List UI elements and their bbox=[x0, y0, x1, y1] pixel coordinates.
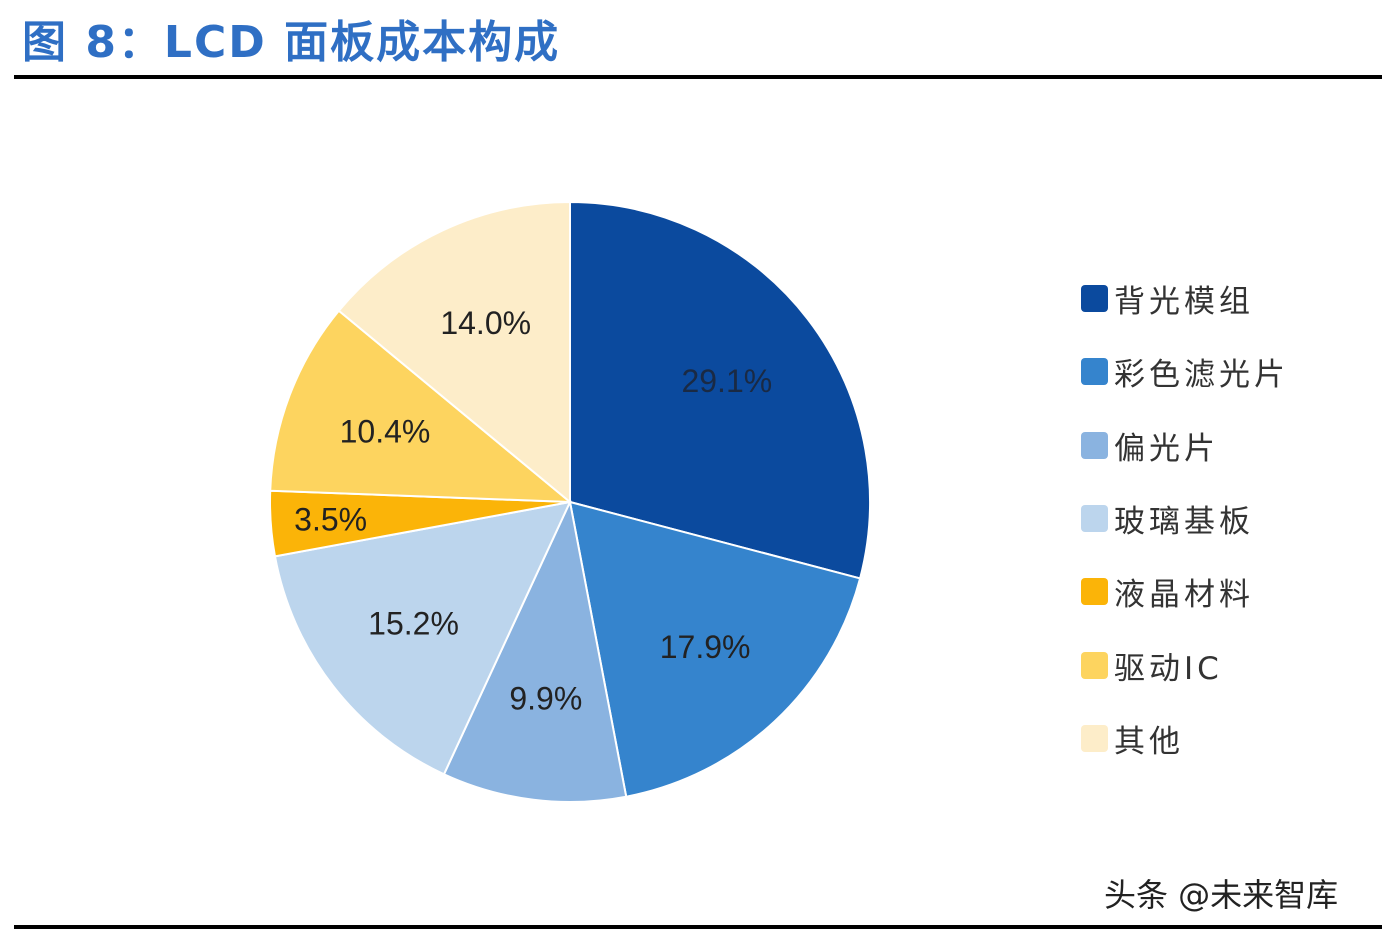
figure-title: 图 8：LCD 面板成本构成 bbox=[22, 17, 561, 68]
legend-swatch bbox=[1081, 285, 1108, 313]
watermark: 头条 @未来智库 bbox=[1104, 876, 1339, 914]
legend-label: 偏光片 bbox=[1114, 430, 1219, 467]
data-label: 14.0% bbox=[440, 305, 531, 341]
data-label: 17.9% bbox=[660, 629, 751, 665]
legend-swatch bbox=[1081, 578, 1108, 606]
pie-slice-0 bbox=[569, 200, 871, 580]
legend-label: 彩色滤光片 bbox=[1114, 357, 1289, 394]
legend-item: 背光模组 bbox=[1081, 262, 1289, 335]
legend-swatch bbox=[1081, 358, 1108, 386]
legend-label: 驱动IC bbox=[1114, 650, 1223, 687]
data-label: 29.1% bbox=[681, 363, 772, 399]
bottom-rule bbox=[14, 925, 1382, 929]
data-label: 3.5% bbox=[294, 501, 367, 537]
pie-slice-5 bbox=[269, 309, 573, 504]
pie-slice-3 bbox=[273, 500, 572, 776]
data-label: 9.9% bbox=[509, 681, 582, 717]
legend-item: 液晶材料 bbox=[1081, 555, 1289, 628]
legend: 背光模组彩色滤光片偏光片玻璃基板液晶材料驱动IC 其他 bbox=[1081, 262, 1289, 775]
legend-label: 玻璃基板 bbox=[1114, 504, 1254, 541]
legend-item: 彩色滤光片 bbox=[1081, 335, 1289, 408]
legend-item: 玻璃基板 bbox=[1081, 482, 1289, 555]
top-rule bbox=[14, 75, 1382, 79]
legend-item: 驱动IC bbox=[1081, 628, 1289, 701]
legend-swatch bbox=[1081, 505, 1108, 533]
legend-swatch bbox=[1081, 431, 1108, 459]
pie-slice-2 bbox=[442, 498, 628, 803]
legend-label: 液晶材料 bbox=[1114, 577, 1254, 614]
legend-item: 偏光片 bbox=[1081, 409, 1289, 482]
pie-slice-1 bbox=[568, 500, 862, 798]
legend-swatch bbox=[1081, 724, 1108, 752]
legend-label: 背光模组 bbox=[1114, 284, 1254, 321]
legend-label: 其他 bbox=[1114, 723, 1184, 760]
data-label: 10.4% bbox=[340, 413, 431, 449]
data-label: 15.2% bbox=[368, 605, 459, 641]
legend-swatch bbox=[1081, 651, 1108, 679]
legend-item: 其他 bbox=[1081, 702, 1289, 775]
pie-slice-6 bbox=[337, 200, 571, 505]
